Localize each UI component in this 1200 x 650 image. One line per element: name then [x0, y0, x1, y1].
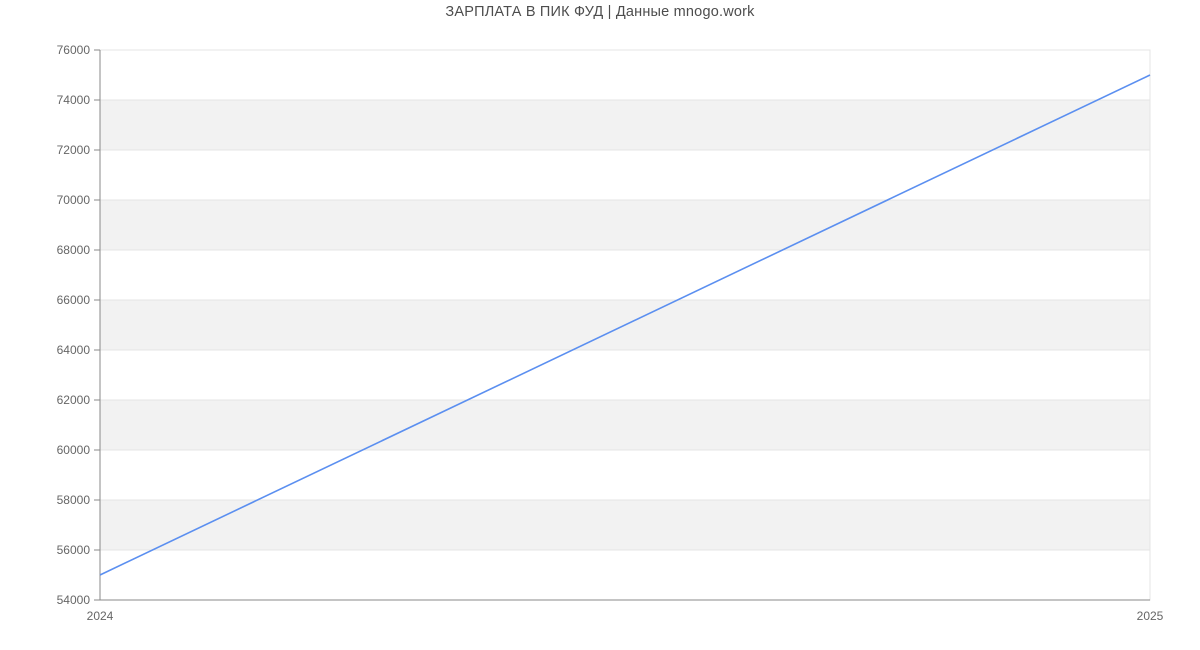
- svg-text:2025: 2025: [1137, 609, 1164, 623]
- svg-text:58000: 58000: [57, 493, 91, 507]
- svg-text:64000: 64000: [57, 343, 91, 357]
- svg-text:72000: 72000: [57, 143, 91, 157]
- svg-text:76000: 76000: [57, 43, 91, 57]
- svg-text:70000: 70000: [57, 193, 91, 207]
- svg-text:74000: 74000: [57, 93, 91, 107]
- svg-text:68000: 68000: [57, 243, 91, 257]
- svg-text:62000: 62000: [57, 393, 91, 407]
- svg-text:66000: 66000: [57, 293, 91, 307]
- svg-text:60000: 60000: [57, 443, 91, 457]
- svg-text:56000: 56000: [57, 543, 91, 557]
- svg-text:2024: 2024: [87, 609, 114, 623]
- svg-text:54000: 54000: [57, 593, 91, 607]
